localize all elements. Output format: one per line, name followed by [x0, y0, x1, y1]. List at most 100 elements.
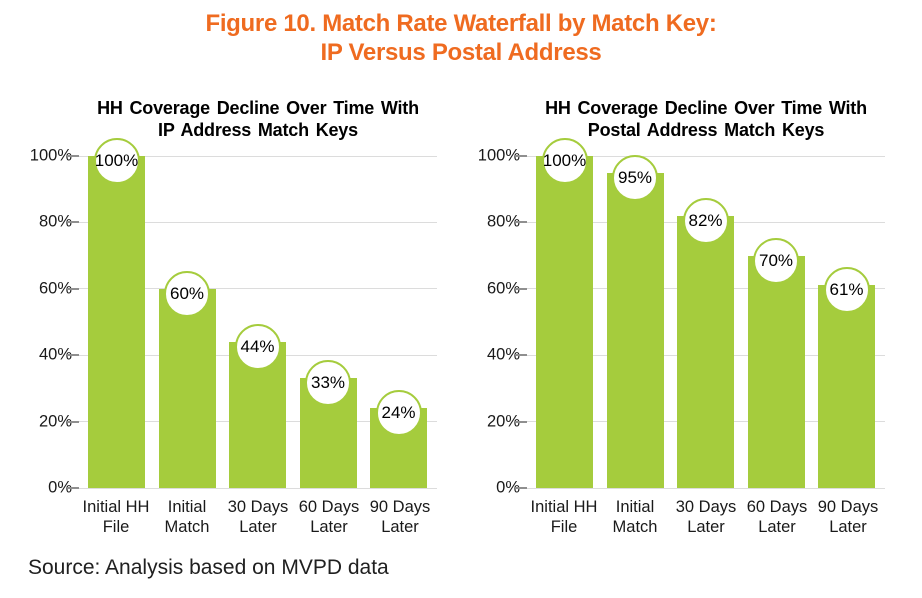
x-axis-tick-label-line: 60 Days	[298, 498, 360, 516]
y-axis-tick	[67, 287, 79, 290]
chart-title-line2: Postal Address Match Keys	[587, 120, 825, 140]
bar: 70%	[747, 237, 805, 488]
bars-layer: 100% 95% 82% 70% 61%	[527, 138, 885, 488]
y-axis-tick	[515, 155, 527, 157]
value-bubble: 95%	[612, 154, 658, 201]
bar: 61%	[818, 267, 875, 488]
bar: 82%	[677, 197, 734, 488]
x-axis-tick-label: 60 Days Later	[294, 497, 364, 537]
x-axis-tick-label-line: Later	[687, 518, 725, 536]
chart-title: HH Coverage Decline Over Time With IP Ad…	[79, 97, 437, 141]
y-axis-tick-label: 40%	[38, 345, 72, 364]
x-axis-tick-label: Initial HH File	[529, 497, 599, 537]
figure-title-line1: Figure 10. Match Rate Waterfall by Match…	[205, 10, 717, 37]
x-axis-tick-label-line: Initial	[167, 498, 207, 516]
value-bubble: 60%	[164, 270, 210, 317]
plot-row: 0% 20% 40% 60% 80% 100% 100% 60% 44% 33% 24%	[23, 138, 437, 497]
chart-title-line2: IP Address Match Keys	[158, 120, 358, 140]
value-label: 95%	[617, 167, 653, 187]
bar: 33%	[299, 360, 357, 488]
chart-title: HH Coverage Decline Over Time With Posta…	[527, 97, 885, 141]
y-axis-tick-label: 20%	[38, 412, 72, 431]
plot-row: 0% 20% 40% 60% 80% 100% 100% 95% 82% 70% 61%	[471, 138, 885, 497]
y-axis-tick	[67, 420, 79, 423]
plot-area: 100% 60% 44% 33% 24%	[67, 138, 437, 489]
y-axis-tick	[67, 354, 79, 357]
value-bubble: 33%	[305, 360, 351, 407]
gridline	[527, 487, 885, 489]
chart-title-line1: HH Coverage Decline Over Time With	[97, 98, 419, 118]
y-axis-tick-label: 20%	[486, 412, 520, 431]
y-axis-tick-label: 80%	[38, 212, 72, 231]
y-axis-tick	[515, 221, 527, 224]
bar: 60%	[158, 270, 216, 488]
figure-title: Figure 10. Match Rate Waterfall by Match…	[0, 0, 922, 67]
y-axis-tick-label: 100%	[477, 146, 520, 165]
gridline	[79, 155, 437, 157]
value-label: 100%	[542, 151, 587, 170]
bar: 100%	[536, 138, 593, 488]
x-axis-tick-label-line: Initial HH	[82, 498, 150, 516]
x-axis-tick-label: 30 Days Later	[671, 497, 741, 537]
value-bubble: 24%	[375, 390, 422, 437]
gridline	[79, 221, 437, 223]
source-note: Source: Analysis based on MVPD data	[28, 556, 389, 579]
charts-row: HH Coverage Decline Over Time With IP Ad…	[0, 92, 922, 537]
x-axis-tick-label-line: 60 Days	[746, 498, 808, 516]
x-axis-tick-label-line: Initial	[615, 498, 655, 516]
y-axis-labels: 0% 20% 40% 60% 80% 100%	[23, 147, 72, 497]
y-axis-labels: 0% 20% 40% 60% 80% 100%	[471, 147, 520, 497]
y-axis-tick	[515, 420, 527, 423]
bar: 24%	[370, 390, 427, 488]
x-axis-tick-label-line: Match	[164, 518, 210, 536]
plot-area: 100% 95% 82% 70% 61%	[515, 138, 885, 489]
value-bubble: 100%	[93, 138, 140, 184]
y-axis-tick-label: 80%	[486, 212, 520, 231]
x-axis-tick-label-line: 90 Days	[369, 498, 431, 516]
y-axis-tick	[515, 487, 527, 489]
x-axis-labels: Initial HH File Initial Match 30 Days Later 60…	[79, 497, 437, 537]
value-bubble: 61%	[823, 267, 870, 314]
x-axis-tick-label-line: 30 Days	[227, 498, 289, 516]
value-label: 44%	[240, 336, 275, 356]
value-label: 60%	[169, 283, 205, 303]
gridline	[527, 155, 885, 157]
bars-layer: 100% 60% 44% 33% 24%	[79, 138, 437, 488]
bar: 100%	[88, 138, 145, 488]
y-axis-tick-label: 40%	[486, 345, 520, 364]
bar: 44%	[229, 323, 286, 488]
value-label: 70%	[758, 250, 794, 270]
x-axis-tick-label-line: Later	[239, 518, 277, 536]
x-axis-tick-label: Initial Match	[152, 497, 222, 537]
x-axis-tick-label-line: Match	[612, 518, 658, 536]
y-axis-tick-label: 0%	[496, 478, 520, 497]
y-axis-tick	[67, 155, 79, 157]
x-axis-tick-label: Initial Match	[600, 497, 670, 537]
value-label: 61%	[829, 280, 864, 300]
y-axis-tick-label: 60%	[38, 279, 72, 298]
x-axis-tick-label: 30 Days Later	[223, 497, 293, 537]
value-label: 82%	[688, 210, 723, 230]
x-axis-tick-label-line: 30 Days	[675, 498, 737, 516]
chart-postal-address: HH Coverage Decline Over Time With Posta…	[471, 92, 885, 537]
value-label: 33%	[310, 373, 346, 393]
y-axis-tick-label: 100%	[29, 146, 72, 165]
gridline	[79, 487, 437, 489]
bar: 95%	[606, 154, 664, 488]
x-axis-tick-label: 90 Days Later	[813, 497, 883, 537]
figure-title-line2: IP Versus Postal Address	[320, 39, 602, 66]
y-axis-tick	[515, 354, 527, 357]
y-axis-tick-label: 60%	[486, 279, 520, 298]
x-axis-tick-label-line: Later	[381, 518, 419, 536]
gridline	[79, 288, 437, 290]
x-axis-tick-label-line: Later	[758, 518, 796, 536]
chart-ip-address: HH Coverage Decline Over Time With IP Ad…	[23, 92, 437, 537]
y-axis-tick	[515, 287, 527, 290]
x-axis-tick-label-line: 90 Days	[817, 498, 879, 516]
value-label: 24%	[381, 403, 416, 423]
x-axis-tick-label: Initial HH File	[81, 497, 151, 537]
x-axis-tick-label: 90 Days Later	[365, 497, 435, 537]
value-bubble: 70%	[753, 237, 799, 284]
y-axis-tick	[67, 221, 79, 224]
